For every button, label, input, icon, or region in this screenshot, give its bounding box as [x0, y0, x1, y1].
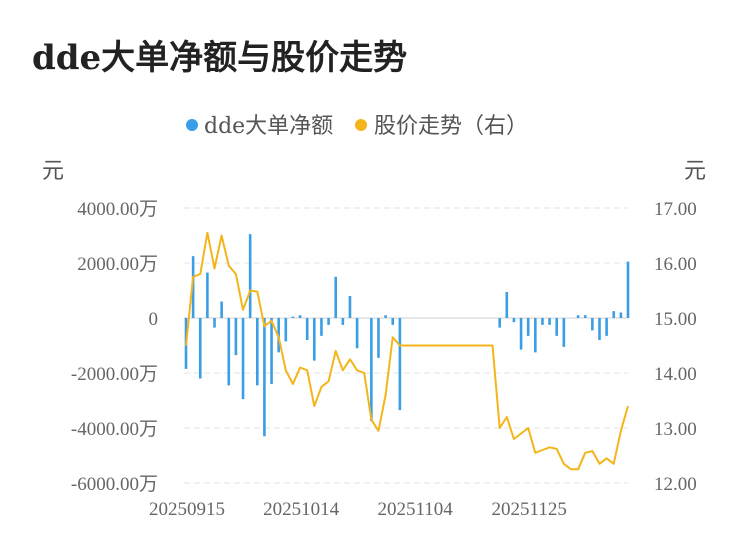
bar — [206, 272, 209, 318]
bar — [377, 318, 380, 358]
bar — [348, 296, 352, 318]
bar — [534, 318, 537, 353]
left-axis-unit: 元 — [42, 159, 64, 184]
left-tick-label: -6000.00万 — [71, 474, 158, 495]
bar — [391, 318, 395, 325]
bar — [498, 318, 501, 328]
bar — [562, 318, 566, 347]
bar — [213, 318, 216, 328]
left-tick-label: 2000.00万 — [77, 254, 158, 275]
bar — [327, 318, 330, 325]
bar — [591, 318, 594, 331]
right-axis-ticks: 17.00 16.00 15.00 14.00 13.00 12.00 — [654, 199, 697, 495]
bar — [298, 315, 302, 318]
bar — [334, 276, 338, 318]
bar — [241, 318, 245, 400]
bar — [598, 318, 601, 340]
x-tick-label: 20250915 — [149, 499, 225, 520]
bar — [234, 318, 238, 356]
bar — [355, 318, 359, 349]
bar — [512, 318, 516, 323]
right-tick-label: 16.00 — [654, 254, 697, 275]
left-tick-label: -2000.00万 — [71, 364, 158, 385]
right-tick-label: 13.00 — [654, 419, 697, 440]
bar — [619, 312, 623, 318]
bar — [305, 318, 309, 340]
bar — [191, 256, 195, 318]
bar — [505, 291, 509, 318]
bar — [576, 315, 580, 318]
left-axis-ticks: 4000.00万 2000.00万 0 -2000.00万 -4000.00万 -6000… — [71, 199, 158, 495]
bar — [398, 318, 402, 411]
right-tick-label: 14.00 — [654, 364, 697, 385]
line-series-group — [185, 231, 629, 471]
legend-marker-line — [355, 119, 367, 131]
bar — [270, 318, 273, 384]
bar — [320, 318, 323, 336]
bar — [263, 318, 266, 437]
bar — [227, 318, 231, 386]
right-tick-label: 17.00 — [654, 199, 697, 220]
bar — [519, 318, 523, 350]
right-tick-label: 12.00 — [654, 474, 697, 495]
bar — [198, 318, 202, 379]
bar — [341, 318, 345, 325]
bar — [220, 301, 223, 318]
x-tick-label: 20251104 — [377, 499, 453, 520]
bar — [284, 318, 288, 342]
price-line — [185, 231, 629, 471]
x-tick-label: 20251125 — [492, 499, 567, 520]
legend-label-line[interactable]: 股价走势（右） — [374, 114, 528, 139]
bar — [548, 318, 551, 325]
bar — [248, 234, 252, 318]
bar-series — [184, 234, 630, 437]
bar — [555, 318, 559, 336]
legend: dde大单净额 股价走势（右） — [186, 114, 528, 139]
bar — [255, 318, 259, 386]
bar — [605, 318, 608, 336]
bar — [291, 316, 295, 318]
right-axis-unit: 元 — [684, 159, 706, 184]
bar — [583, 315, 587, 318]
legend-label-bar[interactable]: dde大单净额 — [204, 114, 333, 139]
x-tick-label: 20251014 — [263, 499, 340, 520]
bar — [384, 315, 387, 318]
chart-title: dde大单净额与股价走势 — [32, 38, 408, 78]
bar — [313, 318, 316, 361]
bar — [612, 311, 616, 318]
left-tick-label: 4000.00万 — [77, 199, 158, 220]
x-axis-ticks: 20250915 20251014 20251104 20251125 — [149, 499, 567, 520]
bar — [626, 261, 630, 318]
left-tick-label: 0 — [149, 309, 159, 330]
bar — [526, 318, 530, 336]
legend-marker-bar — [186, 119, 198, 131]
bar — [541, 318, 544, 325]
right-tick-label: 15.00 — [654, 309, 697, 330]
bar — [370, 318, 373, 422]
left-tick-label: -4000.00万 — [71, 419, 158, 440]
